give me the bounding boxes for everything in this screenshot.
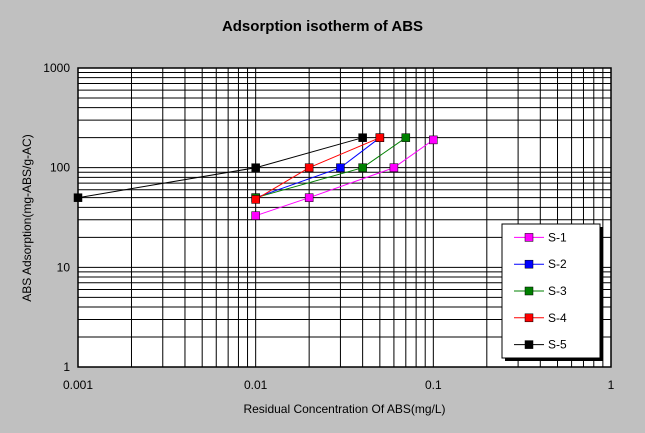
legend-item: S-4 [514, 311, 567, 325]
series-s-4 [251, 133, 385, 204]
legend-label: S-3 [548, 284, 567, 298]
data-point [336, 163, 345, 172]
legend-item: S-3 [514, 284, 567, 298]
legend-label: S-2 [548, 257, 567, 271]
data-point [429, 135, 438, 145]
data-point [251, 211, 260, 220]
legend: S-1 S-2 S-3 S-4 S-5 [501, 223, 603, 361]
x-tick-label: 1 [608, 378, 615, 392]
data-point [73, 193, 83, 202]
data-point [304, 163, 314, 172]
legend-item: S-5 [514, 338, 567, 352]
legend-marker [524, 233, 534, 242]
y-tick-label: 100 [50, 161, 70, 175]
legend-marker [524, 313, 534, 323]
y-tick-label: 1000 [43, 61, 70, 75]
series-layer [73, 133, 438, 220]
data-point [358, 163, 367, 172]
legend-item: S-1 [514, 230, 567, 244]
data-point [251, 163, 260, 172]
y-tick-label: 10 [57, 260, 71, 274]
y-axis-label: ABS Adsorption(mg-ABS/g-AC) [20, 134, 34, 302]
series-s-1 [251, 135, 438, 220]
x-tick-label: 0.1 [425, 378, 442, 392]
data-point [389, 163, 399, 172]
legend-marker [524, 286, 534, 296]
data-point [304, 193, 314, 202]
chart-title: Adsorption isotherm of ABS [221, 18, 424, 35]
legend-item: S-2 [514, 257, 567, 271]
legend-label: S-4 [548, 311, 567, 325]
data-point [358, 133, 367, 142]
series-s-5 [73, 133, 367, 202]
data-point [375, 133, 385, 142]
y-tick-label: 1 [63, 360, 70, 374]
legend-marker [524, 340, 534, 349]
plot-frame [77, 67, 612, 368]
x-tick-label: 0.001 [63, 378, 93, 392]
plot-border [77, 67, 612, 368]
data-point [251, 195, 260, 204]
x-axis-label: Residual Concentration Of ABS(mg/L) [243, 402, 446, 416]
tick-labels: 0.001 0.01 0.1 1 1 10 100 1000 [43, 61, 614, 392]
data-point [401, 133, 411, 142]
legend-label: S-1 [548, 230, 567, 244]
series-line [255, 139, 434, 217]
x-tick-label: 0.01 [244, 378, 268, 392]
legend-marker [524, 259, 534, 269]
legend-label: S-5 [548, 338, 567, 352]
